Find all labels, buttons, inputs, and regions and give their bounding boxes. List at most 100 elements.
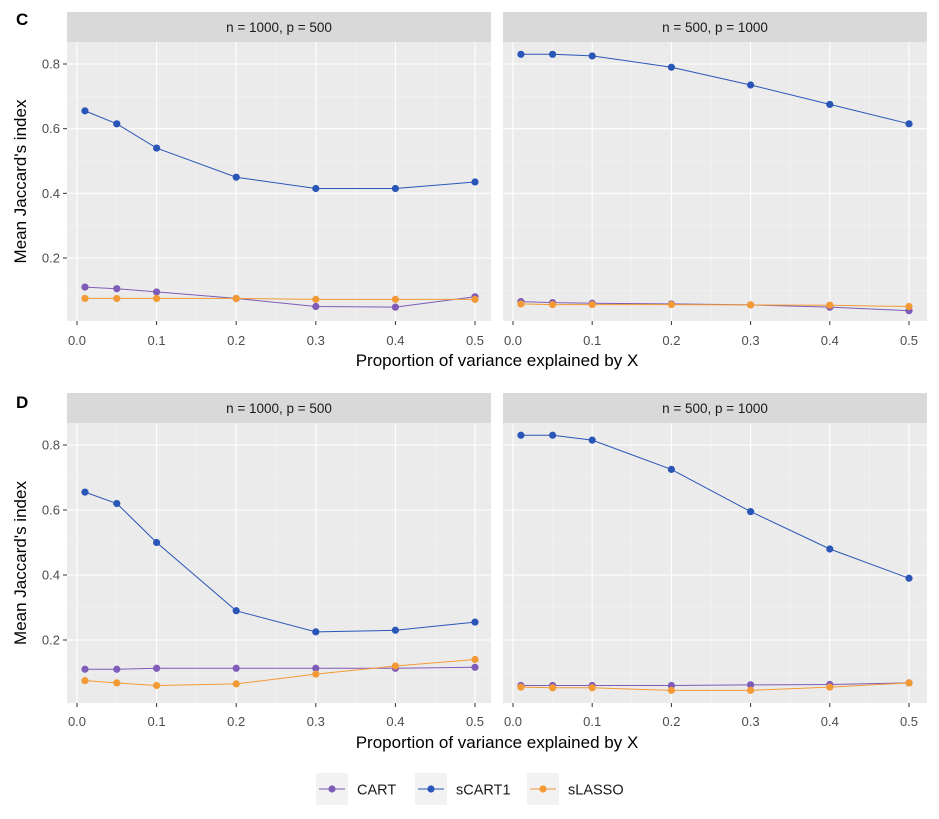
data-point bbox=[667, 300, 676, 309]
x-tick-label: 0.0 bbox=[68, 333, 86, 348]
facet-strip-label: n = 1000, p = 500 bbox=[226, 20, 332, 35]
data-point bbox=[113, 665, 121, 673]
data-point bbox=[81, 294, 89, 303]
data-point bbox=[517, 300, 525, 308]
data-point bbox=[517, 431, 525, 439]
data-point bbox=[81, 665, 89, 673]
y-tick-label: 0.4 bbox=[42, 186, 60, 201]
x-tick-label: 0.4 bbox=[386, 333, 404, 348]
legend: CART sCART1 sLASSO bbox=[316, 773, 624, 805]
data-point bbox=[391, 303, 399, 311]
data-point bbox=[667, 686, 676, 694]
x-tick-label: 0.4 bbox=[821, 333, 839, 348]
facet-1: n = 1000, p = 500 0.0 0.1 0.2 0.3 0.4 0.5 0.2 0.… bbox=[42, 12, 491, 348]
legend-label: sLASSO bbox=[568, 783, 624, 799]
series-sCART1 bbox=[81, 488, 479, 636]
x-axis-title: Proportion of variance explained by X bbox=[356, 733, 639, 752]
data-point bbox=[232, 664, 240, 672]
y-axis-title: Mean Jaccard's index bbox=[11, 481, 30, 645]
x-tick-label: 0.0 bbox=[504, 714, 522, 729]
panel-tag: C bbox=[16, 10, 28, 29]
data-point bbox=[113, 294, 121, 303]
series-sCART1 bbox=[517, 431, 913, 582]
facet-strip bbox=[67, 393, 491, 423]
legend-label: sCART1 bbox=[456, 783, 511, 799]
legend-item-CART: CART bbox=[316, 773, 396, 805]
data-point bbox=[588, 52, 596, 60]
x-tick-label: 0.0 bbox=[68, 714, 86, 729]
panel-background bbox=[503, 42, 927, 321]
y-tick-label: 0.2 bbox=[42, 633, 60, 648]
data-point bbox=[471, 655, 479, 664]
data-point bbox=[549, 300, 557, 309]
y-tick-label: 0.8 bbox=[42, 57, 60, 72]
legend-key-point bbox=[427, 785, 435, 793]
data-point bbox=[667, 63, 676, 71]
data-point bbox=[549, 684, 557, 692]
data-point bbox=[312, 670, 320, 678]
data-point bbox=[391, 626, 399, 634]
x-tick-label: 0.5 bbox=[466, 714, 484, 729]
data-point bbox=[588, 684, 596, 692]
series-sLASSO bbox=[81, 655, 479, 690]
data-point bbox=[471, 295, 479, 303]
y-axis-title: Mean Jaccard's index bbox=[11, 99, 30, 263]
y-tick-label: 0.6 bbox=[42, 121, 60, 136]
legend-item-sLASSO: sLASSO bbox=[527, 773, 624, 805]
legend-item-sCART1: sCART1 bbox=[415, 773, 511, 805]
x-tick-label: 0.5 bbox=[466, 333, 484, 348]
data-point bbox=[826, 301, 834, 309]
y-tick-label: 0.6 bbox=[42, 503, 60, 518]
x-tick-label: 0.3 bbox=[307, 333, 325, 348]
panel-background bbox=[67, 42, 491, 321]
data-point bbox=[471, 618, 479, 626]
data-point bbox=[81, 107, 89, 115]
data-point bbox=[312, 664, 320, 672]
y-tick-label: 0.4 bbox=[42, 568, 60, 583]
x-tick-label: 0.4 bbox=[386, 714, 404, 729]
data-point bbox=[153, 538, 161, 547]
x-tick-label: 0.0 bbox=[504, 333, 522, 348]
data-point bbox=[312, 302, 320, 311]
data-point bbox=[232, 680, 240, 688]
data-point bbox=[517, 50, 525, 58]
data-point bbox=[312, 295, 320, 303]
legend-label: CART bbox=[357, 783, 396, 799]
series-sCART1 bbox=[517, 50, 913, 128]
facet-1: n = 1000, p = 500 0.0 0.1 0.2 0.3 0.4 0.5 0.2 0.… bbox=[42, 393, 491, 729]
data-point bbox=[113, 679, 121, 687]
x-tick-label: 0.1 bbox=[148, 333, 166, 348]
legend-key-point bbox=[539, 785, 547, 793]
series-sLASSO bbox=[517, 300, 913, 311]
data-point bbox=[826, 545, 834, 553]
data-point bbox=[588, 300, 596, 309]
x-tick-label: 0.2 bbox=[227, 333, 245, 348]
x-tick-label: 0.3 bbox=[742, 333, 760, 348]
data-point bbox=[905, 120, 913, 128]
x-tick-label: 0.5 bbox=[900, 714, 918, 729]
facet-strip-label: n = 1000, p = 500 bbox=[226, 401, 332, 416]
series-sLASSO bbox=[517, 679, 913, 694]
data-point bbox=[391, 184, 399, 193]
data-point bbox=[153, 294, 161, 303]
data-point bbox=[232, 607, 240, 615]
data-point bbox=[905, 302, 913, 311]
data-point bbox=[826, 683, 834, 691]
facet-2: n = 500, p = 1000 0.0 0.1 0.2 0.3 0.4 0.5 bbox=[503, 393, 927, 729]
data-point bbox=[391, 662, 399, 670]
data-point bbox=[549, 431, 557, 439]
data-point bbox=[391, 295, 399, 303]
data-point bbox=[312, 184, 320, 193]
data-point bbox=[113, 499, 121, 508]
data-point bbox=[905, 679, 913, 687]
data-point bbox=[549, 50, 557, 58]
data-point bbox=[153, 681, 161, 690]
facet-strip bbox=[67, 12, 491, 42]
data-point bbox=[232, 294, 240, 303]
data-point bbox=[81, 283, 89, 291]
data-point bbox=[747, 301, 755, 309]
data-point bbox=[81, 677, 89, 685]
